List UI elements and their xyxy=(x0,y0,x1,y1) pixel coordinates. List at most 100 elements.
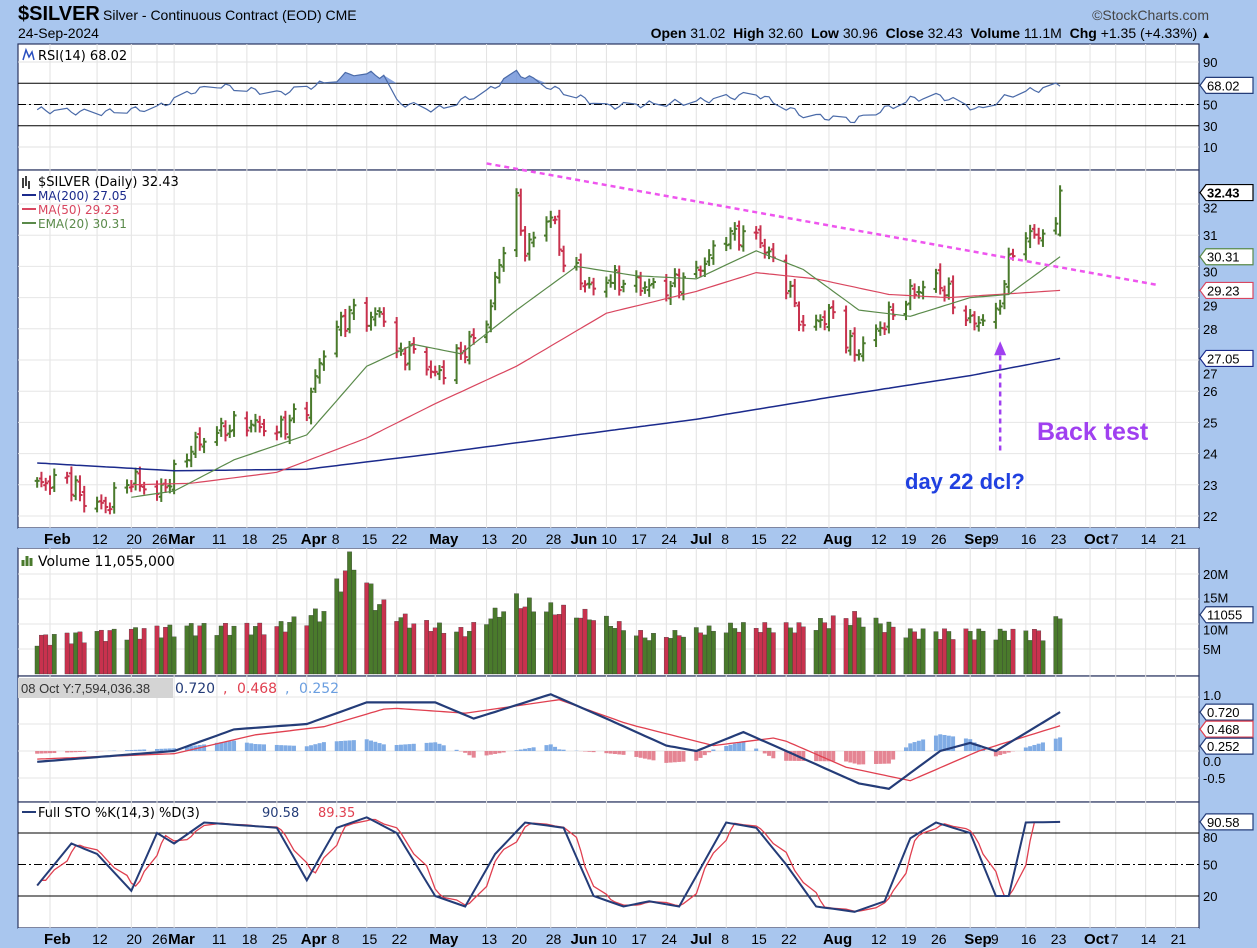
volume-bar xyxy=(1057,618,1063,675)
date-tick-label: May xyxy=(429,531,459,548)
sto-d-value: 89.35 xyxy=(318,806,355,821)
volume-bar xyxy=(668,638,673,675)
macd-histogram-bar xyxy=(904,747,908,751)
date-tick-label: 17 xyxy=(631,531,647,547)
volume-bar xyxy=(1036,630,1042,675)
high-value: 32.60 xyxy=(768,25,804,41)
date-tick-label: 26 xyxy=(152,531,168,547)
price-bar xyxy=(702,257,708,277)
volume-bar xyxy=(398,617,404,675)
price-bar xyxy=(903,300,909,321)
ma50-last-tag-box xyxy=(1199,281,1254,300)
volume-bar xyxy=(368,583,374,675)
date-tick-label: 19 xyxy=(901,531,917,547)
date-tick-label: Oct xyxy=(1084,531,1109,548)
macd-histogram-bar xyxy=(826,751,831,762)
macd-histogram-bar xyxy=(227,741,232,751)
price-bar xyxy=(424,347,430,376)
date-tick-label: 22 xyxy=(781,931,797,947)
price-bar xyxy=(51,468,57,493)
volume-bar xyxy=(287,622,293,675)
price-tick-label: 32 xyxy=(1203,201,1217,216)
macd-histogram-bar xyxy=(351,740,356,751)
macd-histogram-bar xyxy=(424,742,429,751)
macd-legend-value: 0.468 xyxy=(237,681,277,697)
volume-bar xyxy=(171,636,177,675)
date-tick-label: 21 xyxy=(1171,531,1187,547)
date-tick-label: 13 xyxy=(482,531,498,547)
price-bar xyxy=(193,431,199,458)
volume-bar xyxy=(73,632,79,675)
date-tick-label: 17 xyxy=(631,931,647,947)
date-tick-label: 16 xyxy=(1021,531,1037,547)
description-text: Silver - Continuous Contract (EOD) xyxy=(103,7,322,23)
macd-histogram-bar xyxy=(801,751,806,761)
price-tick-label: 30 xyxy=(1203,265,1217,280)
volume-bar xyxy=(313,608,318,675)
price-bar xyxy=(950,275,956,315)
volume-bar xyxy=(946,631,952,675)
macd-tick-label: 0.0 xyxy=(1203,754,1221,769)
macd-histogram-bar xyxy=(822,751,827,762)
macd-histogram-bar xyxy=(698,751,703,758)
price-bar xyxy=(946,277,952,300)
volume-bar xyxy=(377,604,382,675)
volume-bar xyxy=(800,626,806,675)
chg-label: Chg xyxy=(1069,25,1097,41)
volume-bar xyxy=(967,631,973,675)
volume-bar xyxy=(552,614,558,675)
volume-bar xyxy=(441,632,447,675)
volume-bar xyxy=(933,631,939,675)
volume-bar xyxy=(411,623,417,675)
date-tick-label: 7 xyxy=(1111,931,1119,947)
macd-histogram-bar xyxy=(968,739,973,751)
price-bar xyxy=(103,496,109,514)
volume-bar xyxy=(586,619,592,675)
macd-histogram-bar xyxy=(43,751,48,754)
volume-bar xyxy=(741,622,746,675)
macd-histogram-bar xyxy=(137,749,142,751)
macd-histogram-bar xyxy=(587,751,592,752)
macd-histogram-bar xyxy=(283,745,288,751)
ema20-last-tag-text: 30.31 xyxy=(1207,250,1240,265)
volume-bar xyxy=(1006,639,1012,675)
price-bar xyxy=(77,475,83,502)
ma200-last-tag-box xyxy=(1199,349,1254,368)
date-tick-label: 15 xyxy=(751,531,767,547)
volume-bar xyxy=(646,640,652,675)
price-legend-item: MA(200) 27.05 xyxy=(38,189,127,203)
price-bar xyxy=(642,281,648,294)
volume-bar xyxy=(184,625,190,675)
date-tick-label: 26 xyxy=(152,931,168,947)
volume-bar xyxy=(856,617,862,675)
volume-bar xyxy=(950,639,956,675)
date-tick-label: 20 xyxy=(512,531,528,547)
price-tick-label: 25 xyxy=(1203,415,1217,430)
brand-link[interactable]: ©StockCharts.com xyxy=(1092,7,1209,23)
sto-last-tag-text: 90.58 xyxy=(1207,815,1240,830)
date-tick-label: 16 xyxy=(1021,931,1037,947)
macd-histogram-bar xyxy=(428,742,433,751)
date-tick-label: 15 xyxy=(362,931,378,947)
macd-histogram-bar xyxy=(638,751,643,758)
date-tick-label: 9 xyxy=(991,531,999,547)
price-bar xyxy=(492,271,498,311)
volume-bar xyxy=(167,624,173,675)
macd-histogram-bar xyxy=(262,744,266,751)
price-bar xyxy=(158,478,164,502)
price-bar xyxy=(783,254,789,300)
volume-bar xyxy=(651,633,656,675)
macd-histogram-bar xyxy=(1006,751,1011,753)
macd-histogram-bar xyxy=(1028,746,1033,751)
macd-histogram-bar xyxy=(724,745,729,751)
volume-bar xyxy=(188,623,194,675)
macd-histogram-bar xyxy=(202,744,207,751)
macd-histogram-bar xyxy=(561,749,566,751)
price-bar xyxy=(796,301,802,332)
price-bar xyxy=(244,411,250,437)
date-tick-label: 15 xyxy=(751,931,767,947)
volume-bar xyxy=(64,632,70,675)
macd-histogram-bar xyxy=(672,751,677,763)
volume-legend: Volume 11,055,000 xyxy=(38,554,175,570)
